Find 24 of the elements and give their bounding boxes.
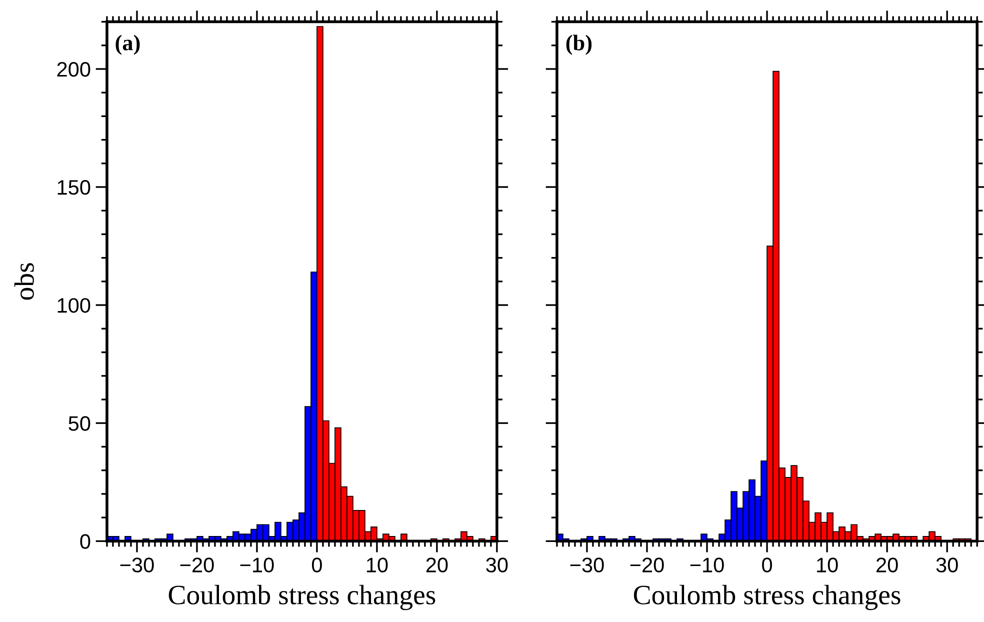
- x-tick-label: 30: [486, 558, 508, 572]
- x-tick-label: 10: [817, 558, 838, 572]
- x-tick-label: −30: [570, 558, 604, 572]
- y-axis-title: obs: [14, 263, 34, 300]
- annotation: (a): [116, 34, 140, 55]
- x-tick-label: 20: [426, 558, 448, 572]
- x-tick-label: −30: [120, 558, 154, 572]
- y-tick-label: 50: [68, 416, 90, 431]
- x-tick-label: 0: [762, 558, 772, 572]
- y-tick-label: 0: [80, 534, 90, 549]
- x-tick-label: 10: [366, 558, 388, 572]
- x-tick-label: −10: [690, 558, 724, 572]
- x-tick-label: 30: [936, 558, 958, 572]
- x-tick-label: −10: [240, 558, 274, 572]
- x-tick-label: 0: [312, 558, 322, 572]
- x-axis-title: Coulomb stress changes: [634, 584, 900, 610]
- x-tick-label: 20: [876, 558, 898, 572]
- x-axis-title: Coulomb stress changes: [168, 584, 436, 610]
- x-tick-label: −20: [180, 558, 214, 572]
- annotation: (b): [566, 34, 592, 55]
- x-tick-label: −20: [630, 558, 664, 572]
- y-tick-label: 200: [57, 62, 90, 77]
- y-tick-label: 150: [58, 180, 90, 195]
- y-tick-label: 100: [58, 298, 90, 313]
